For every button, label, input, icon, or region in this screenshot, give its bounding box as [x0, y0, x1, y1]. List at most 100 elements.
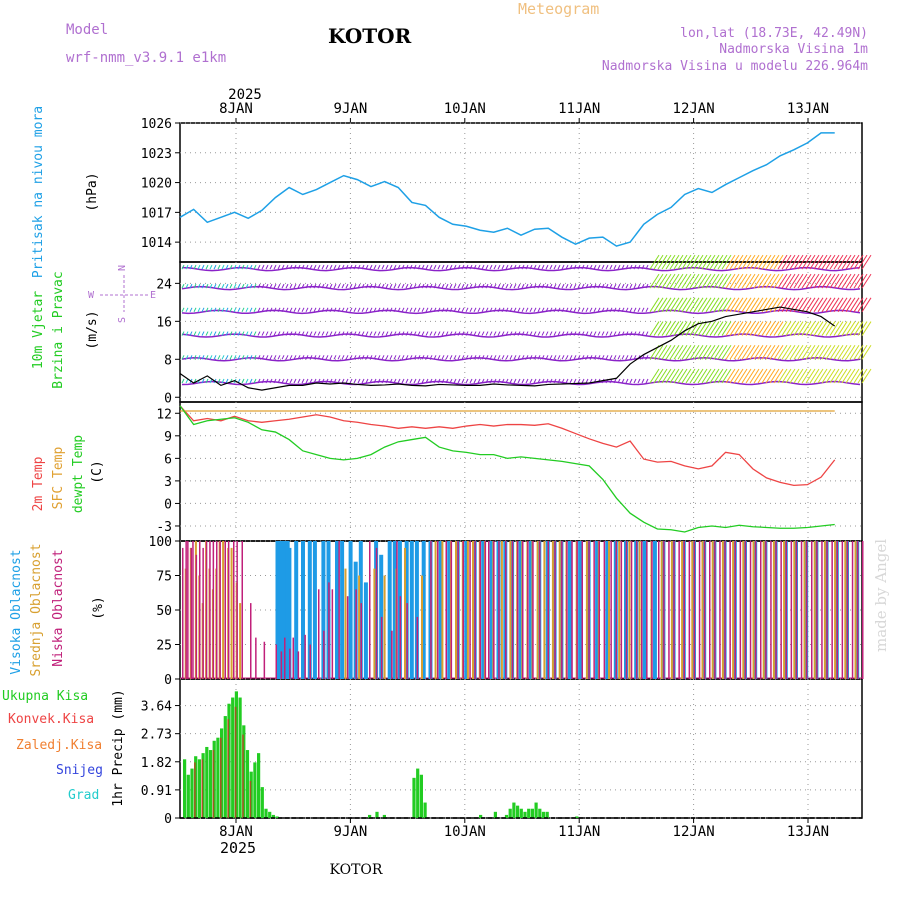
cloud-bar-mid: [441, 541, 444, 679]
cloud-bar-mid: [772, 541, 775, 679]
wind-barb: [661, 297, 672, 313]
wind-barb: [805, 254, 816, 270]
wind-barb: [225, 264, 229, 270]
top-day-label: 9JAN: [334, 101, 368, 117]
wind-barb: [221, 283, 225, 289]
wind-barb: [569, 283, 573, 289]
wind-barb: [813, 254, 824, 270]
wind-barb: [773, 368, 784, 384]
wind-barb: [621, 264, 625, 270]
wind-barb: [677, 273, 688, 289]
wind-barb: [797, 273, 808, 289]
wind-barb: [505, 355, 509, 360]
precip-bar-total: [205, 746, 209, 818]
model-label: Model: [66, 22, 108, 38]
wind-barb: [757, 254, 768, 270]
cloud-bar-low: [709, 541, 711, 679]
wind-barb: [261, 264, 265, 270]
wind-barb: [201, 378, 205, 384]
wind-barb: [189, 355, 193, 360]
wind-barb: [317, 264, 321, 270]
wind-barb: [809, 368, 820, 384]
wind-barb: [773, 297, 784, 313]
wind-barb: [701, 345, 712, 360]
cloud-bar-low: [688, 541, 691, 679]
wind-barb: [709, 321, 720, 336]
wind-barb: [693, 297, 704, 313]
cloud-bar-mid: [239, 603, 242, 679]
wind-barb: [481, 378, 485, 384]
wind-barb: [269, 378, 273, 384]
precip-bar-conv: [201, 759, 204, 818]
precip-bar-total: [238, 697, 242, 818]
wind-barb: [341, 355, 345, 360]
model-name: wrf-nmm_v3.9.1 e1km: [66, 50, 226, 66]
wind-barb: [813, 368, 824, 384]
wind-barb: [781, 297, 792, 313]
wind-barb: [389, 378, 393, 384]
wind-barb: [701, 321, 712, 336]
wind-barb: [705, 254, 716, 270]
wind-barb: [413, 264, 417, 270]
wind-barb: [853, 345, 864, 360]
precip-bar-total: [512, 802, 516, 818]
wind-barb: [277, 331, 281, 336]
wind-barb: [585, 264, 589, 270]
wind-barb: [685, 273, 696, 289]
wind-barb: [729, 254, 740, 270]
precip-bar-total: [271, 814, 275, 818]
precip-bar-total: [412, 777, 416, 818]
cloud-bar-mid: [455, 541, 457, 679]
wind-barb: [181, 307, 185, 313]
wind-barb: [577, 331, 581, 336]
wind-barb: [389, 307, 393, 313]
wind-barb: [677, 297, 688, 313]
wind-barb: [729, 345, 740, 360]
wind-barb: [257, 283, 261, 289]
wind-barb: [501, 307, 505, 313]
wind-barb: [637, 264, 641, 270]
wind-barb: [293, 331, 297, 336]
wind-barb: [225, 283, 229, 289]
wind-barb: [433, 307, 437, 313]
wind-barb: [577, 264, 581, 270]
wind-barb: [481, 264, 485, 270]
y-tick-label: 1.82: [141, 756, 172, 771]
wind-barb: [357, 378, 361, 384]
wind-barb: [473, 307, 477, 313]
wind-barb: [249, 307, 253, 313]
wind-barb: [233, 307, 237, 313]
wind-barb: [349, 307, 353, 313]
y-tick-label: -3: [156, 520, 172, 535]
wind-barb: [233, 264, 237, 270]
cloud-bar-low: [663, 541, 665, 679]
wind-barb: [841, 297, 852, 313]
wind-barb: [433, 355, 437, 360]
cloud-bar-low: [673, 541, 675, 679]
wind-barb: [653, 297, 664, 313]
wind-barb: [397, 264, 401, 270]
wind-barb: [557, 331, 561, 336]
wind-barb: [581, 264, 585, 270]
cloud-bar-high: [605, 541, 610, 679]
cloud-bar-low: [190, 547, 192, 679]
cloud-bar-high: [464, 541, 469, 679]
wind-barb: [409, 378, 413, 384]
temp-ylabel-2m: 2m Temp: [31, 456, 46, 511]
wind-barb: [845, 368, 856, 384]
wind-barb: [361, 331, 365, 336]
wind-barb: [521, 355, 525, 360]
wind-barb: [861, 345, 872, 360]
y-tick-label: 0: [164, 391, 172, 406]
cloud-bar-low: [800, 541, 803, 679]
wind-barb: [569, 264, 573, 270]
wind-barb: [457, 264, 461, 270]
cloud-unit: (%): [91, 596, 106, 619]
wind-barb: [633, 331, 637, 336]
wind-level-line: [181, 357, 861, 362]
precip-bar-total: [527, 808, 531, 818]
wind-barb: [385, 331, 389, 336]
wind-barb: [741, 368, 752, 384]
wind-barb: [549, 331, 553, 336]
wind-barb: [597, 283, 601, 289]
